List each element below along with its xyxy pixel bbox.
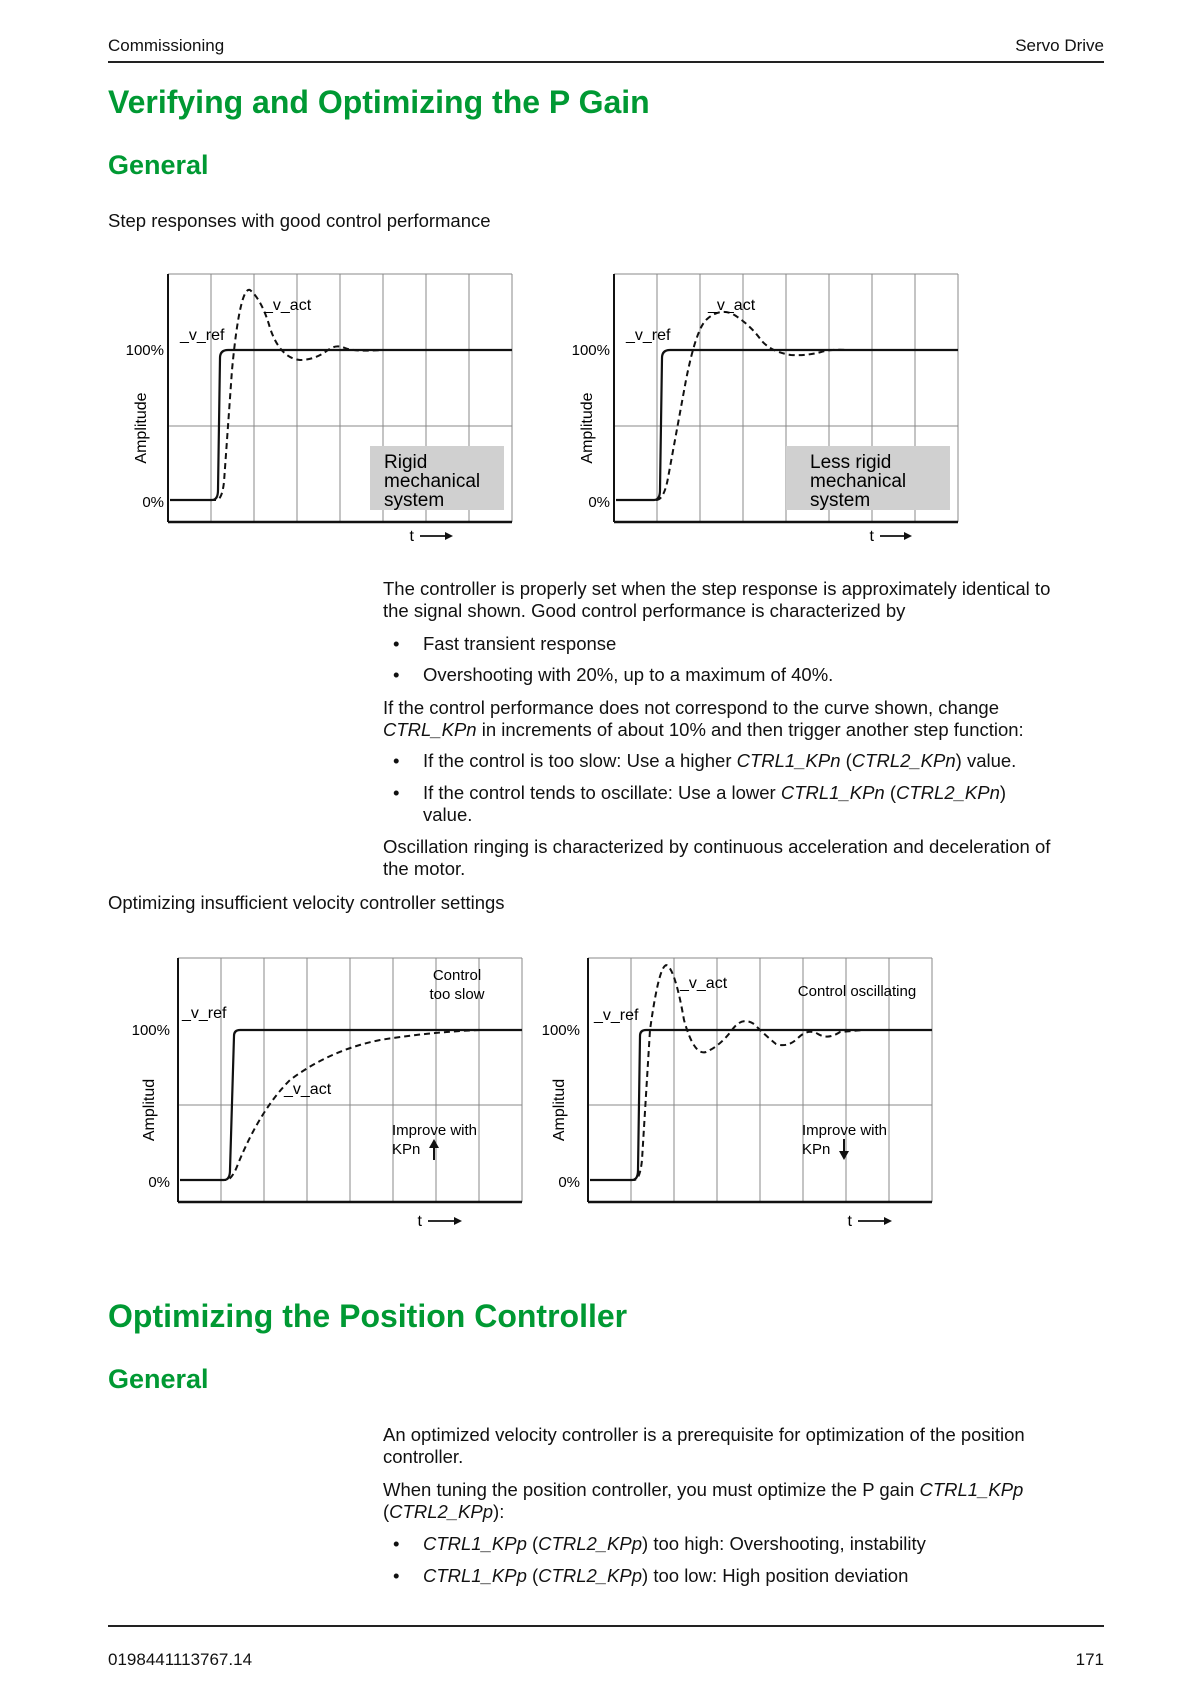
note-line-2: too slow [429, 986, 484, 1003]
paragraph-prerequisite: An optimized velocity controller is a pr… [383, 1424, 1025, 1467]
step-response-figures-insufficient: 100% 0% _v_ref _v_act Amplitud t Control… [132, 957, 933, 1230]
x-axis-label: t [410, 528, 415, 545]
y-bottom-label: 0% [142, 494, 164, 511]
figure-caption-insufficient: Optimizing insufficient velocity control… [108, 892, 505, 913]
improve-line-1: Improve with [802, 1122, 887, 1139]
paragraph-change-kpn: If the control performance does not corr… [383, 697, 1024, 740]
improve-line-2: KPn [392, 1141, 420, 1158]
section-subtitle: General [108, 150, 209, 180]
improve-line-2: KPn [802, 1141, 830, 1158]
x-axis-label: t [870, 528, 875, 545]
arrow-up-icon [429, 1139, 439, 1160]
section-title: Verifying and Optimizing the P Gain [108, 84, 650, 120]
v-ref-label: _v_ref [181, 1005, 227, 1022]
header-right: Servo Drive [1015, 36, 1104, 55]
v-act-label: _v_act [707, 297, 756, 314]
box-line-2: mechanical [384, 471, 480, 492]
paragraph-tuning: When tuning the position controller, you… [383, 1479, 1024, 1522]
document-number: 0198441113767.14 [108, 1650, 253, 1669]
page-number: 171 [1075, 1650, 1104, 1669]
header-left: Commissioning [108, 36, 225, 55]
chart-less-rigid: 100% 0% _v_ref _v_act Amplitude t Less r… [572, 273, 959, 545]
chart-oscillating: 100% 0% _v_ref _v_act Amplitud t Control… [542, 957, 933, 1230]
y-top-label: 100% [126, 342, 164, 359]
v-ref-label: _v_ref [179, 327, 225, 344]
y-axis-label: Amplitude [133, 392, 150, 463]
y-axis-label: Amplitud [551, 1079, 568, 1141]
paragraph-oscillation-ringing: Oscillation ringing is characterized by … [383, 836, 1051, 879]
paragraph-proper-setting: The controller is properly set when the … [383, 578, 1051, 621]
box-line-1: Rigid [384, 452, 427, 473]
chart-rigid: 100% 0% _v_ref _v_act Amplitude t Rigid … [126, 273, 513, 545]
v-act-curve [170, 288, 384, 501]
y-top-label: 100% [542, 1022, 580, 1039]
box-line-2: mechanical [810, 471, 906, 492]
header-rule [108, 61, 1104, 63]
chart-too-slow: 100% 0% _v_ref _v_act Amplitud t Control… [132, 957, 523, 1230]
chart-less-rigid-label-box [786, 446, 950, 510]
v-ref-label: _v_ref [593, 1007, 639, 1024]
box-line-3: system [384, 490, 444, 511]
y-top-label: 100% [132, 1022, 170, 1039]
note-line-1: Control oscillating [798, 983, 916, 1000]
time-arrow [428, 1217, 462, 1225]
v-ref-label: _v_ref [625, 327, 671, 344]
y-axis-label: Amplitude [579, 392, 596, 463]
x-axis-label: t [848, 1213, 853, 1230]
y-top-label: 100% [572, 342, 610, 359]
v-act-label: _v_act [283, 1081, 332, 1098]
box-line-1: Less rigid [810, 452, 891, 473]
section-subtitle-position: General [108, 1364, 209, 1394]
v-act-curve [180, 1029, 510, 1181]
box-line-3: system [810, 490, 870, 511]
y-axis-label: Amplitud [141, 1079, 158, 1141]
y-bottom-label: 0% [148, 1174, 170, 1191]
section-title-position: Optimizing the Position Controller [108, 1298, 628, 1334]
improve-line-1: Improve with [392, 1122, 477, 1139]
arrow-down-icon [839, 1139, 849, 1160]
chart-rigid-label-box [370, 446, 504, 510]
figure-caption: Step responses with good control perform… [108, 210, 491, 231]
time-arrow [880, 532, 912, 540]
time-arrow [420, 532, 453, 540]
time-arrow [858, 1217, 892, 1225]
v-act-label: _v_act [679, 975, 728, 992]
step-response-figures-good: 100% 0% _v_ref _v_act Amplitude t Rigid … [126, 273, 959, 545]
note-line-1: Control [433, 967, 481, 984]
footer-rule [108, 1625, 1104, 1627]
x-axis-label: t [418, 1213, 423, 1230]
v-act-label: _v_act [263, 297, 312, 314]
y-bottom-label: 0% [558, 1174, 580, 1191]
y-bottom-label: 0% [588, 494, 610, 511]
v-act-curve [616, 310, 847, 501]
v-ref-line [180, 1028, 522, 1182]
